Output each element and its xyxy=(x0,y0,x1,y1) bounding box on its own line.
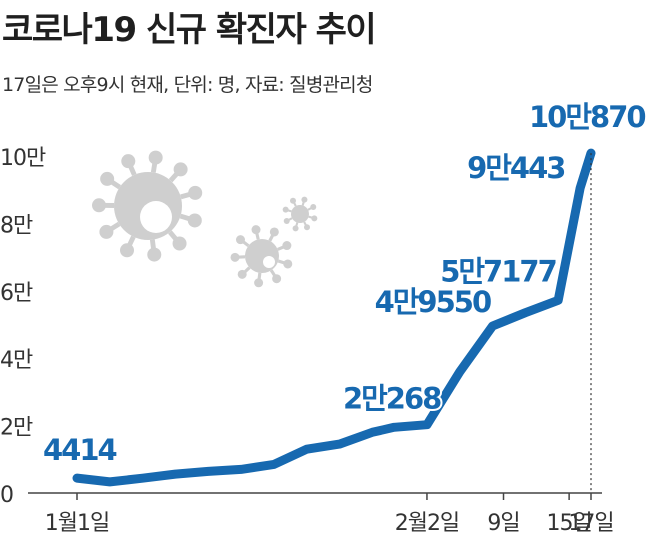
data-point xyxy=(207,470,210,473)
virus-icon-large xyxy=(92,150,203,262)
data-point xyxy=(557,299,560,302)
data-point xyxy=(393,426,396,429)
data-label: 10만870 xyxy=(529,100,645,134)
data-point xyxy=(240,468,243,471)
y-tick-label: 8만 xyxy=(0,213,33,238)
series-line xyxy=(72,148,596,487)
data-point xyxy=(305,448,308,451)
y-tick-label: 2만 xyxy=(0,416,33,441)
data-point xyxy=(425,423,428,426)
data-label: 9만443 xyxy=(467,151,564,185)
data-point xyxy=(579,187,582,190)
y-tick-label: 0 xyxy=(0,483,13,508)
x-tick-label: 17일 xyxy=(568,511,613,536)
chart-title: 코로나19 신규 확진자 추이 xyxy=(2,10,377,50)
x-tick-label: 9일 xyxy=(487,511,519,536)
data-point xyxy=(338,443,341,446)
data-label: 4만9550 xyxy=(375,285,491,319)
data-point xyxy=(458,370,461,373)
x-tick-label: 15일 xyxy=(547,511,592,536)
y-tick-label: 6만 xyxy=(0,281,33,306)
data-label: 2만268 xyxy=(343,382,441,416)
data-point xyxy=(174,473,177,476)
data-point xyxy=(108,480,111,483)
y-tick-label: 4만 xyxy=(0,348,33,373)
data-point xyxy=(371,431,374,434)
x-tick-label: 1월1일 xyxy=(45,511,109,536)
data-point xyxy=(272,463,275,466)
virus-icon-tiny xyxy=(282,196,318,232)
data-label: 4414 xyxy=(43,433,117,467)
series-layer xyxy=(72,148,596,493)
y-tick-label: 10만 xyxy=(0,146,46,171)
data-label: 5만7177 xyxy=(440,254,556,288)
data-point xyxy=(141,477,144,480)
data-point xyxy=(491,325,494,328)
virus-decoration xyxy=(92,150,318,288)
chart-subtitle: 17일은 오후9시 현재, 단위: 명, 자료: 질병관리청 xyxy=(2,74,373,96)
data-point xyxy=(76,477,78,480)
data-point xyxy=(524,311,527,314)
virus-icon-small xyxy=(230,225,293,288)
x-tick-label: 2월2일 xyxy=(395,511,459,536)
